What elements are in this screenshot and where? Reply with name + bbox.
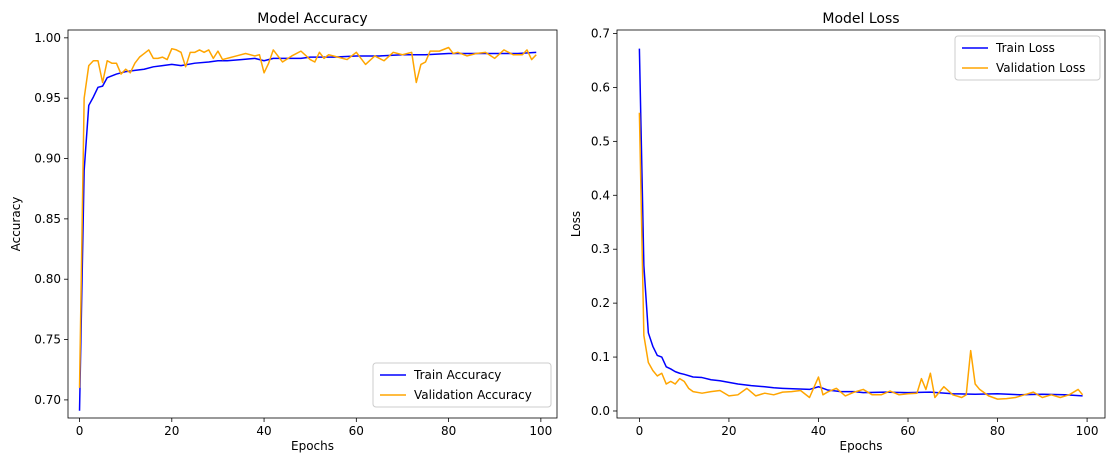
acc-y-tick-label: 0.70 — [34, 393, 61, 407]
loss-legend: Train Loss Validation Loss — [955, 36, 1100, 80]
loss-plot-frame — [617, 30, 1105, 418]
acc-y-tick-label: 0.80 — [34, 272, 61, 286]
acc-series-validation-line — [80, 48, 537, 388]
loss-y-tick-label: 0.1 — [591, 350, 610, 364]
acc-x-tick-label: 60 — [349, 424, 364, 438]
acc-legend-label-train: Train Accuracy — [413, 368, 501, 382]
loss-series-validation-line — [639, 113, 1082, 399]
acc-y-tick-label: 0.95 — [34, 91, 61, 105]
acc-x-tick-label: 0 — [76, 424, 84, 438]
acc-x-tick-label: 40 — [256, 424, 271, 438]
loss-y-tick-label: 0.2 — [591, 296, 610, 310]
loss-y-tick-label: 0.6 — [591, 80, 610, 94]
acc-chart-title: Model Accuracy — [257, 11, 367, 27]
loss-chart: 0 20 40 60 80 100 0.0 0.1 0.2 0.3 0.4 0.5 0.6 0.7 Mode… — [569, 11, 1105, 453]
loss-x-tick-label: 60 — [900, 424, 915, 438]
acc-y-tick-label: 0.75 — [34, 333, 61, 347]
loss-y-tick-label: 0.3 — [591, 242, 610, 256]
acc-plot-frame — [68, 30, 557, 418]
loss-legend-label-validation: Validation Loss — [996, 61, 1085, 75]
loss-legend-label-train: Train Loss — [995, 41, 1055, 55]
acc-y-axis-label: Accuracy — [9, 197, 23, 252]
loss-x-axis-label: Epochs — [840, 439, 883, 453]
loss-y-axis-label: Loss — [569, 211, 583, 237]
loss-x-tick-label: 0 — [636, 424, 644, 438]
loss-chart-title: Model Loss — [822, 11, 899, 27]
acc-series-train-line — [80, 52, 537, 410]
acc-x-axis-label: Epochs — [291, 439, 334, 453]
acc-legend-label-validation: Validation Accuracy — [414, 388, 532, 402]
acc-x-tick-label: 100 — [529, 424, 552, 438]
loss-y-tick-label: 0.0 — [591, 404, 610, 418]
loss-y-tick-label: 0.7 — [591, 27, 610, 41]
loss-series-train-line — [639, 49, 1082, 396]
acc-y-tick-label: 0.90 — [34, 152, 61, 166]
acc-chart: 0 20 40 60 80 100 0.70 0.75 0.80 0.85 0.90 0.95 1.00… — [9, 11, 557, 453]
loss-x-tick-label: 20 — [721, 424, 736, 438]
acc-y-tick-label: 1.00 — [34, 31, 61, 45]
loss-y-tick-label: 0.5 — [591, 134, 610, 148]
acc-y-tick-label: 0.85 — [34, 212, 61, 226]
loss-x-tick-label: 40 — [811, 424, 826, 438]
loss-x-tick-label: 80 — [990, 424, 1005, 438]
loss-y-tick-label: 0.4 — [591, 188, 610, 202]
acc-x-tick-label: 80 — [441, 424, 456, 438]
acc-legend: Train Accuracy Validation Accuracy — [373, 363, 551, 407]
acc-x-tick-label: 20 — [164, 424, 179, 438]
loss-x-tick-label: 100 — [1076, 424, 1099, 438]
